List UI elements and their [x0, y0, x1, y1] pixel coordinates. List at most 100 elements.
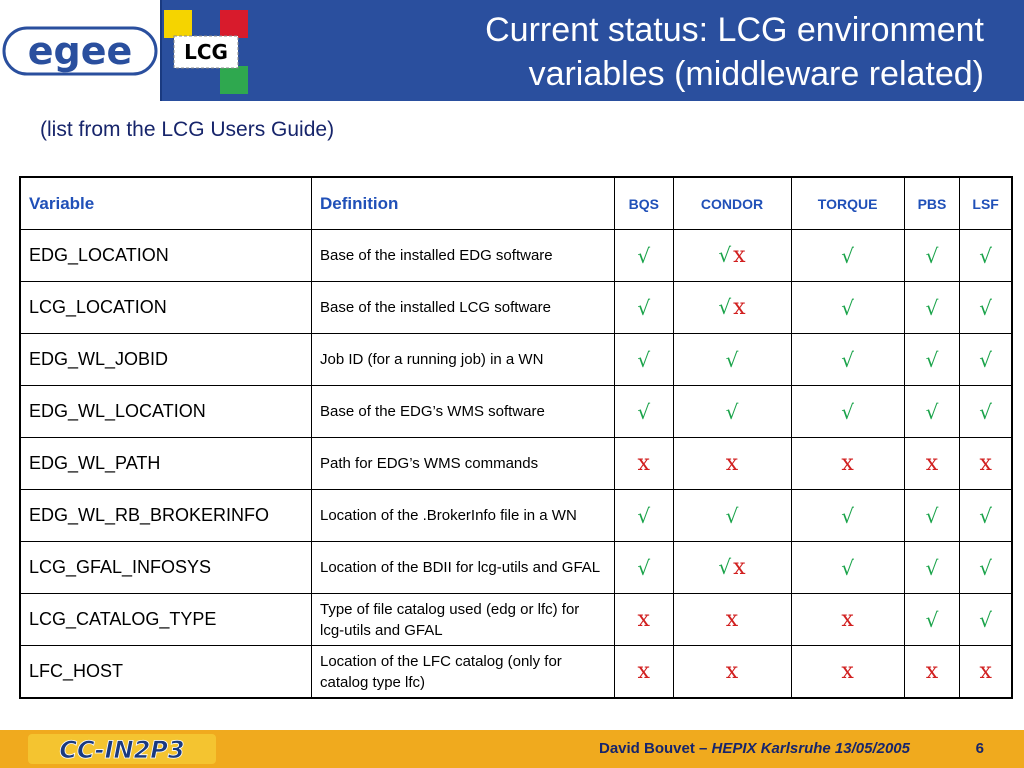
definition-cell: Location of the LFC catalog (only for ca…: [311, 645, 615, 699]
table-row: LFC_HOST Location of the LFC catalog (onl…: [19, 645, 1013, 699]
check-mark-icon: √: [637, 347, 651, 372]
variable-cell: EDG_LOCATION: [19, 229, 312, 282]
support-cell-pbs: √: [903, 333, 961, 386]
table-row: EDG_WL_RB_BROKERINFO Location of the .Bro…: [19, 489, 1013, 542]
table-header-row: Variable Definition BQS CONDOR TORQUE PB…: [19, 176, 1013, 230]
support-cell-bqs: √: [614, 385, 674, 438]
check-mark-icon: √: [725, 503, 739, 528]
lcg-logo: LCG: [164, 10, 248, 94]
column-header-condor: CONDOR: [672, 176, 792, 230]
support-cell-bqs: √: [614, 333, 674, 386]
header-band: [160, 0, 1024, 101]
cross-mark-icon: x: [637, 451, 650, 476]
support-cell-condor: √: [672, 333, 792, 386]
check-mark-icon: √: [841, 295, 854, 320]
support-cell-torque: √: [790, 229, 905, 282]
slide-title: Current status: LCG environment variable…: [304, 8, 984, 96]
check-mark-icon: √: [841, 347, 854, 372]
support-cell-bqs: x: [614, 593, 674, 646]
support-cell-torque: √: [790, 281, 905, 334]
check-mark-icon: √: [979, 295, 993, 320]
cross-mark-icon: x: [841, 451, 854, 476]
check-mark-icon: √: [718, 243, 732, 267]
check-mark-icon: √: [841, 243, 854, 268]
check-mark-icon: √: [841, 555, 854, 580]
support-cell-pbs: √: [903, 385, 961, 438]
check-mark-icon: √: [637, 555, 651, 580]
support-cell-torque: √: [790, 489, 905, 542]
support-cell-bqs: √: [614, 281, 674, 334]
page-number: 6: [975, 740, 984, 757]
cross-mark-icon: x: [979, 451, 992, 476]
support-cell-lsf: √: [959, 593, 1013, 646]
support-cell-lsf: √: [959, 385, 1013, 438]
check-mark-icon: √: [718, 295, 732, 319]
support-cell-torque: x: [790, 645, 905, 699]
cross-mark-icon: x: [725, 451, 739, 476]
support-cell-torque: √: [790, 385, 905, 438]
column-header-pbs: PBS: [903, 176, 961, 230]
support-cell-torque: √: [790, 333, 905, 386]
column-header-bqs: BQS: [614, 176, 674, 230]
cc-in2p3-logo-text: CC-IN2P3: [59, 736, 184, 764]
cross-mark-icon: x: [637, 607, 650, 632]
check-mark-icon: √: [925, 243, 939, 268]
table-row: LCG_CATALOG_TYPE Type of file catalog use…: [19, 593, 1013, 646]
footer-credit: David Bouvet – HEPIX Karlsruhe 13/05/200…: [599, 740, 910, 757]
support-cell-condor: x: [672, 645, 792, 699]
cc-in2p3-logo: CC-IN2P3: [28, 734, 216, 764]
support-cell-torque: x: [790, 437, 905, 490]
check-mark-icon: √: [725, 347, 739, 372]
definition-cell: Path for EDG’s WMS commands: [311, 437, 615, 490]
support-cell-bqs: √: [614, 229, 674, 282]
egee-logo-text: egee: [28, 29, 133, 73]
check-mark-icon: √: [925, 503, 939, 528]
variable-cell: LCG_CATALOG_TYPE: [19, 593, 312, 646]
support-cell-torque: x: [790, 593, 905, 646]
definition-cell: Job ID (for a running job) in a WN: [311, 333, 615, 386]
variable-cell: LFC_HOST: [19, 645, 312, 699]
variable-cell: EDG_WL_RB_BROKERINFO: [19, 489, 312, 542]
table-row: EDG_LOCATION Base of the installed EDG so…: [19, 229, 1013, 282]
support-cell-lsf: √: [959, 541, 1013, 594]
support-cell-pbs: √: [903, 281, 961, 334]
support-cell-pbs: √: [903, 593, 961, 646]
check-mark-icon: √: [979, 503, 993, 528]
egee-logo: egee: [0, 10, 160, 90]
cross-mark-icon: x: [733, 243, 746, 268]
support-cell-lsf: √: [959, 281, 1013, 334]
check-mark-icon: √: [925, 347, 939, 372]
support-cell-pbs: √: [903, 489, 961, 542]
variable-cell: EDG_WL_PATH: [19, 437, 312, 490]
support-cell-condor: x: [672, 593, 792, 646]
footer-author: David Bouvet –: [599, 740, 708, 757]
footer-event: HEPIX Karlsruhe 13/05/2005: [711, 740, 910, 757]
check-mark-icon: √: [979, 555, 993, 580]
slide-footer: CC-IN2P3 David Bouvet – HEPIX Karlsruhe …: [0, 730, 1024, 768]
check-mark-icon: √: [979, 607, 993, 632]
check-mark-icon: √: [637, 295, 651, 320]
table-row: LCG_GFAL_INFOSYS Location of the BDII for…: [19, 541, 1013, 594]
variable-cell: LCG_GFAL_INFOSYS: [19, 541, 312, 594]
cross-mark-icon: x: [841, 659, 854, 684]
support-cell-condor: x: [672, 437, 792, 490]
support-cell-lsf: √: [959, 333, 1013, 386]
check-mark-icon: √: [925, 607, 939, 632]
support-cell-pbs: x: [903, 645, 961, 699]
check-mark-icon: √: [637, 503, 651, 528]
check-mark-icon: √: [979, 399, 993, 424]
definition-cell: Location of the .BrokerInfo file in a WN: [311, 489, 615, 542]
check-mark-icon: √: [637, 243, 651, 268]
slide-header: egee LCG Current status: LCG environment…: [0, 0, 1024, 101]
support-cell-torque: √: [790, 541, 905, 594]
support-cell-condor: √: [672, 489, 792, 542]
slide-title-line2: variables (middleware related): [528, 55, 984, 93]
variable-cell: EDG_WL_LOCATION: [19, 385, 312, 438]
support-cell-pbs: √: [903, 541, 961, 594]
support-cell-bqs: √: [614, 541, 674, 594]
definition-cell: Base of the installed EDG software: [311, 229, 615, 282]
lcg-logo-text: LCG: [184, 40, 228, 64]
table-row: EDG_WL_LOCATION Base of the EDG’s WMS sof…: [19, 385, 1013, 438]
support-cell-lsf: x: [959, 437, 1013, 490]
support-cell-condor: √: [672, 385, 792, 438]
